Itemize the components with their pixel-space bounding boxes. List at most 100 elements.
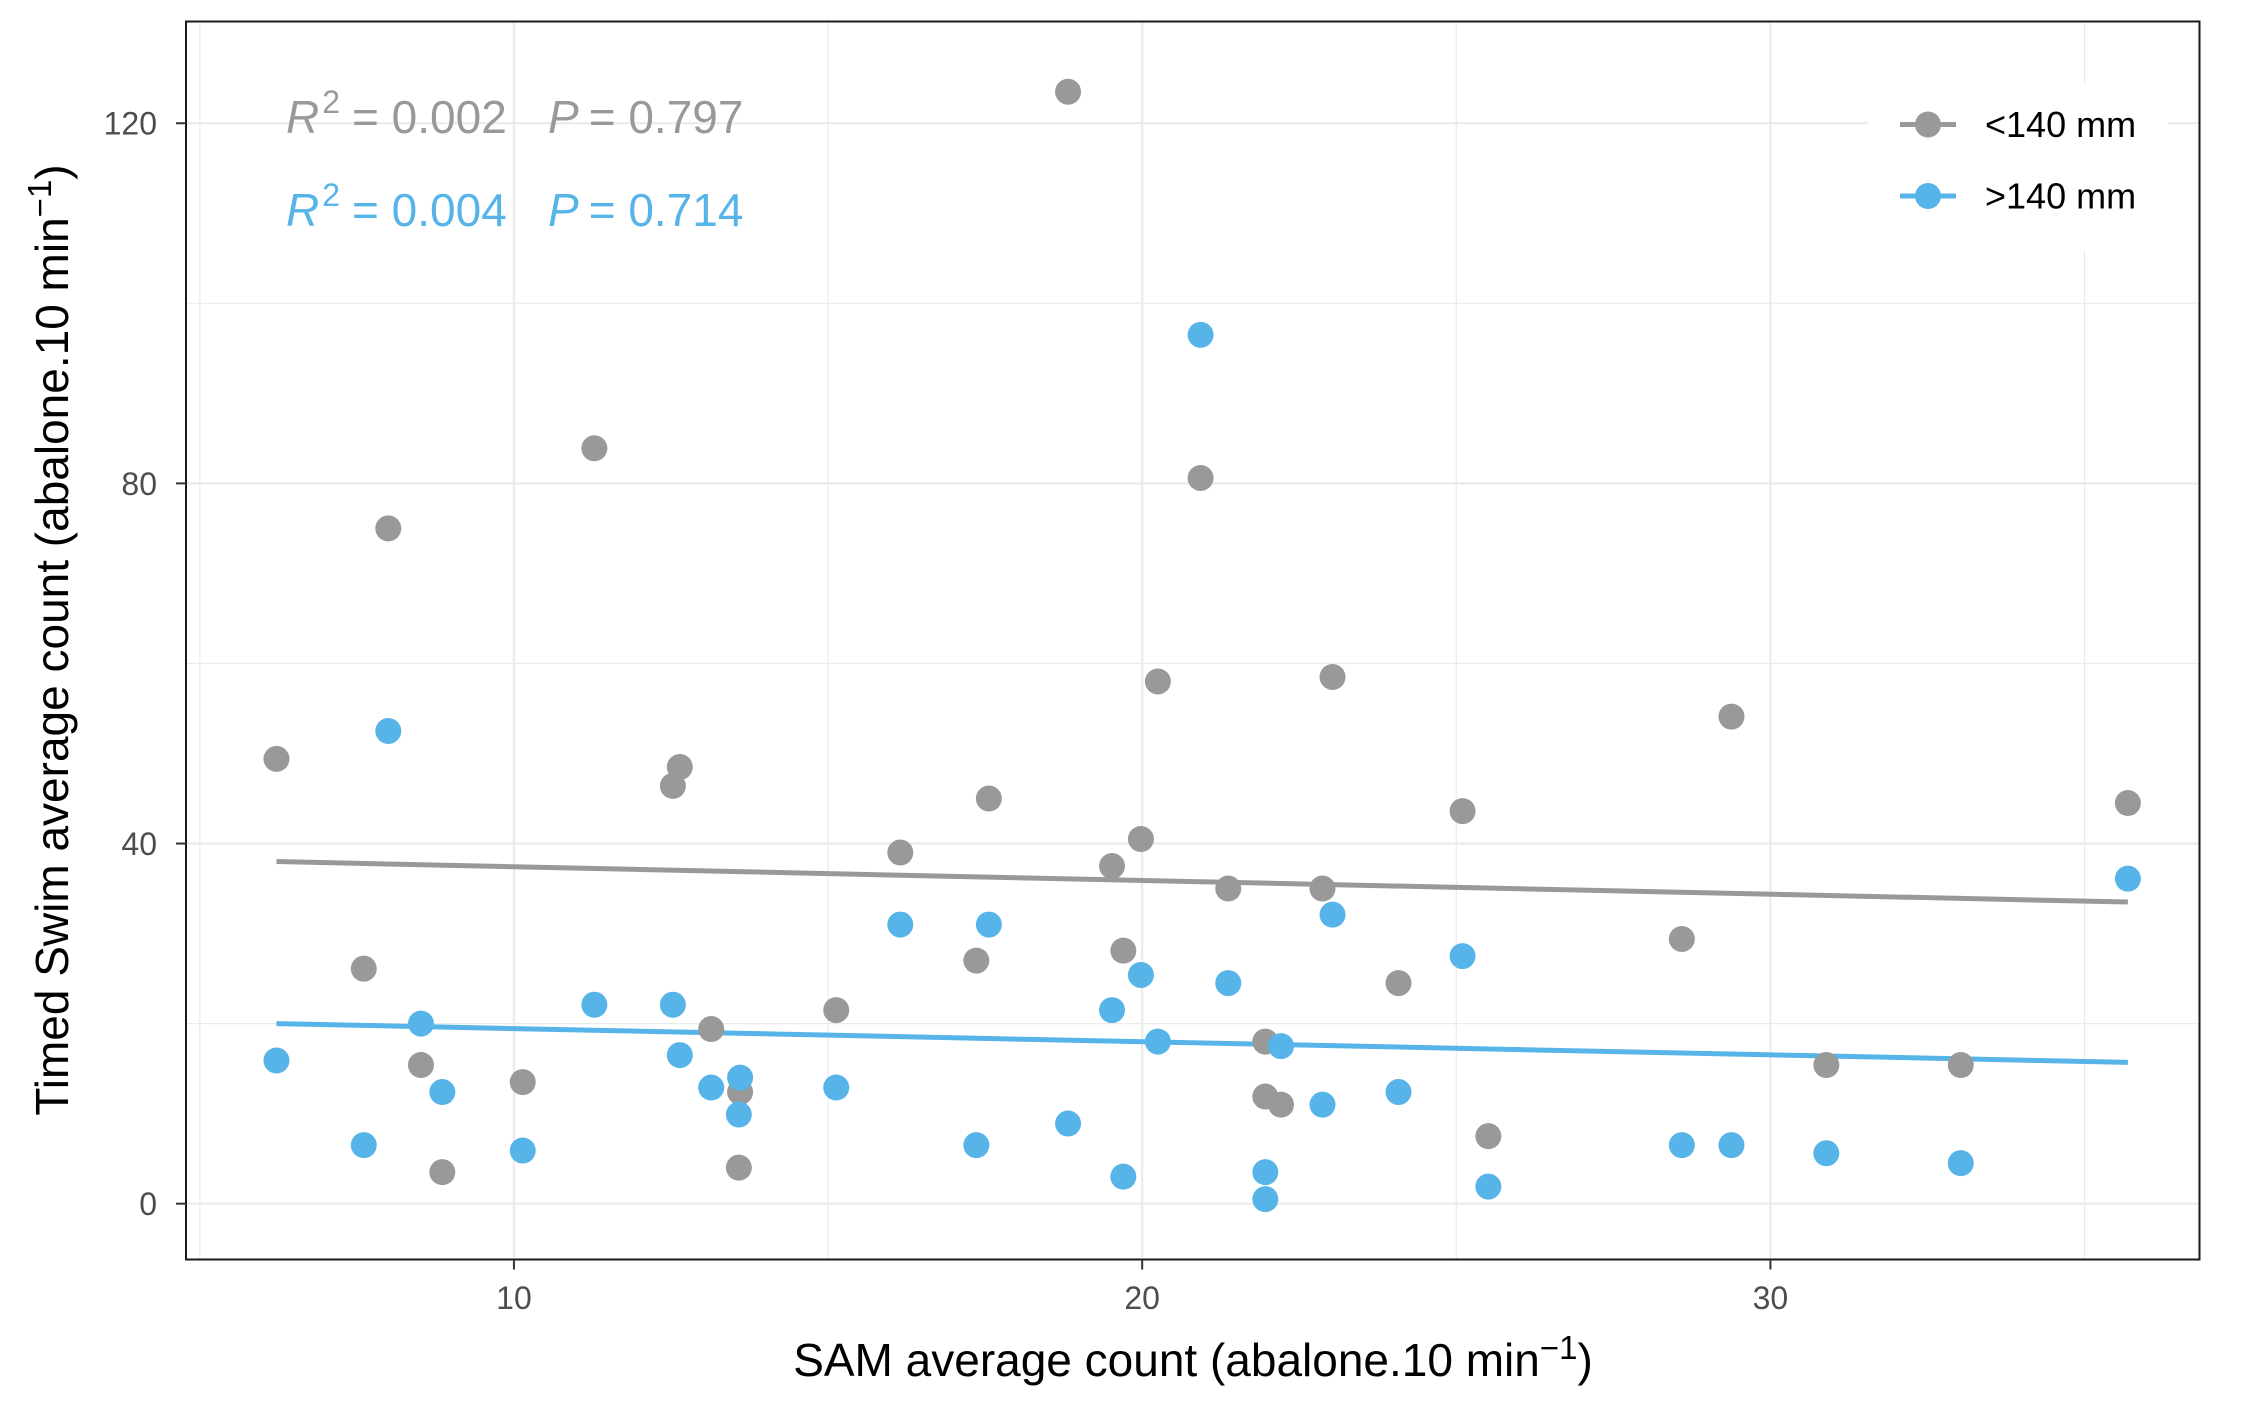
legend-label-gt140: >140 mm xyxy=(1985,176,2136,217)
y-tick-label: 0 xyxy=(139,1186,157,1222)
data-point-lt140 xyxy=(1319,663,1346,690)
legend-label-lt140: <140 mm xyxy=(1985,104,2136,145)
data-point-lt140 xyxy=(581,435,608,462)
p-value: = 0.714 xyxy=(589,184,744,236)
legend: <140 mm >140 mm xyxy=(1868,84,2168,250)
data-point-gt140 xyxy=(509,1137,536,1164)
legend-key-point-lt140 xyxy=(1915,111,1941,138)
plot-panel xyxy=(186,21,2200,1260)
data-point-gt140 xyxy=(1252,1186,1279,1213)
data-point-lt140 xyxy=(1449,798,1476,825)
data-point-gt140 xyxy=(429,1079,456,1106)
data-point-lt140 xyxy=(1668,925,1695,952)
data-point-gt140 xyxy=(407,1010,434,1037)
data-point-gt140 xyxy=(375,717,402,744)
r-squared-value: = 0.002 xyxy=(352,91,507,143)
minor-gridlines xyxy=(186,21,2200,1260)
r-squared-annotation-lt140: R2 = 0.002 xyxy=(286,84,507,143)
x-axis-title: SAM average count (abalone.10 min−1) xyxy=(793,1329,1593,1386)
data-point-lt140 xyxy=(1099,853,1126,880)
data-point-gt140 xyxy=(1110,1163,1137,1190)
x-axis-title-text: SAM average count (abalone.10 min xyxy=(793,1334,1540,1386)
y-axis-title: Timed Swim average count (abalone.10 min… xyxy=(21,164,78,1115)
data-point-gt140 xyxy=(263,1047,290,1074)
data-point-gt140 xyxy=(725,1101,752,1128)
data-point-gt140 xyxy=(975,911,1002,938)
data-point-lt140 xyxy=(1055,78,1082,105)
data-point-gt140 xyxy=(1449,943,1476,970)
data-point-lt140 xyxy=(1475,1123,1502,1150)
p-value-annotation-gt140: P = 0.714 xyxy=(548,184,743,236)
data-point-gt140 xyxy=(1947,1150,1974,1177)
data-point-lt140 xyxy=(1187,464,1214,491)
data-point-lt140 xyxy=(725,1154,752,1181)
data-point-gt140 xyxy=(1268,1033,1295,1060)
r-exponent: 2 xyxy=(322,84,340,120)
data-point-lt140 xyxy=(1127,826,1154,853)
y-axis: 0 40 80 120 xyxy=(104,106,186,1222)
stats-annotation-lt140: R2 = 0.002 P = 0.797 xyxy=(286,84,743,143)
data-point-lt140 xyxy=(263,745,290,772)
data-point-gt140 xyxy=(1385,1079,1412,1106)
r-squared-annotation-gt140: R2 = 0.004 xyxy=(286,177,507,236)
legend-item-gt140: >140 mm xyxy=(1900,176,2136,217)
data-point-lt140 xyxy=(1215,875,1242,902)
data-point-lt140 xyxy=(1947,1052,1974,1079)
data-point-gt140 xyxy=(698,1074,725,1101)
data-point-lt140 xyxy=(1718,703,1745,730)
trend-line-lt140 xyxy=(276,859,2128,905)
series-gt140 xyxy=(263,321,2141,1213)
y-axis-title-exponent: −1 xyxy=(21,180,58,218)
data-point-gt140 xyxy=(1252,1159,1279,1186)
data-point-gt140 xyxy=(1813,1140,1840,1167)
data-point-lt140 xyxy=(2114,790,2141,817)
data-point-lt140 xyxy=(823,997,850,1024)
data-point-gt140 xyxy=(1055,1110,1082,1137)
data-point-lt140 xyxy=(1813,1052,1840,1079)
stats-annotation-gt140: R2 = 0.004 P = 0.714 xyxy=(286,177,743,236)
data-point-gt140 xyxy=(1309,1091,1336,1118)
data-point-lt140 xyxy=(1385,970,1412,997)
data-point-lt140 xyxy=(1268,1091,1295,1118)
data-point-gt140 xyxy=(581,991,608,1018)
data-point-lt140 xyxy=(375,515,402,542)
data-point-lt140 xyxy=(698,1016,725,1043)
data-point-gt140 xyxy=(666,1042,693,1069)
y-axis-title-end: ) xyxy=(26,164,78,179)
data-point-gt140 xyxy=(823,1074,850,1101)
x-axis: 10 20 30 xyxy=(496,1259,1789,1316)
data-point-gt140 xyxy=(659,991,686,1018)
r-squared-value: = 0.004 xyxy=(352,184,507,236)
data-point-gt140 xyxy=(1187,321,1214,348)
data-point-lt140 xyxy=(509,1069,536,1096)
y-tick-label: 80 xyxy=(121,466,157,502)
series-lt140 xyxy=(263,78,2141,1186)
data-point-lt140 xyxy=(407,1052,434,1079)
data-point-gt140 xyxy=(1319,901,1346,928)
r-exponent: 2 xyxy=(322,177,340,213)
x-tick-label: 10 xyxy=(496,1280,532,1316)
panel-border xyxy=(185,20,2201,1261)
p-value: = 0.797 xyxy=(589,91,744,143)
r-symbol: R xyxy=(286,91,319,143)
data-point-gt140 xyxy=(1127,961,1154,988)
data-point-lt140 xyxy=(975,785,1002,812)
legend-item-lt140: <140 mm xyxy=(1900,104,2136,145)
data-point-lt140 xyxy=(666,754,693,781)
y-tick-label: 120 xyxy=(104,106,157,142)
data-point-lt140 xyxy=(887,839,914,866)
data-point-gt140 xyxy=(887,911,914,938)
x-axis-title-exponent: −1 xyxy=(1540,1329,1578,1366)
data-point-lt140 xyxy=(1309,875,1336,902)
p-value-annotation-lt140: P = 0.797 xyxy=(548,91,743,143)
x-tick-label: 30 xyxy=(1753,1280,1789,1316)
data-point-lt140 xyxy=(350,955,377,982)
y-tick-label: 40 xyxy=(121,826,157,862)
data-point-gt140 xyxy=(1718,1132,1745,1159)
p-symbol: P xyxy=(548,184,579,236)
r-symbol: R xyxy=(286,184,319,236)
y-axis-title-text: Timed Swim average count (abalone.10 min xyxy=(26,217,78,1115)
major-gridlines xyxy=(186,21,2200,1260)
data-point-lt140 xyxy=(429,1159,456,1186)
